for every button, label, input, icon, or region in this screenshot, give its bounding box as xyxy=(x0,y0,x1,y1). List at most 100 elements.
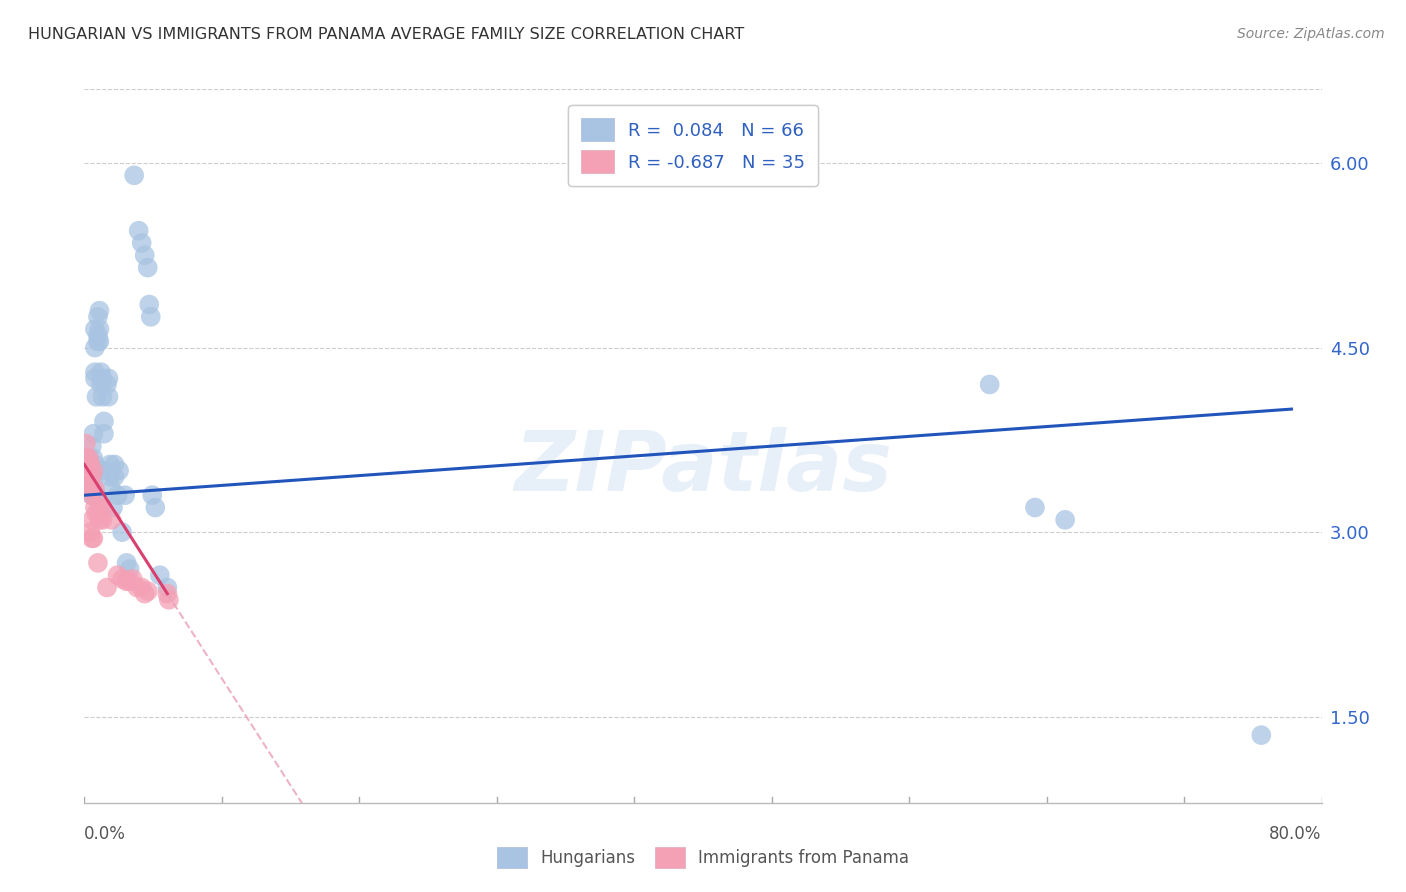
Point xyxy=(111,572,134,586)
Point xyxy=(89,334,111,349)
Point xyxy=(118,574,141,589)
Point xyxy=(82,464,104,478)
Point xyxy=(97,390,120,404)
Point xyxy=(80,439,103,453)
Point xyxy=(84,365,107,379)
Point xyxy=(96,581,118,595)
Point xyxy=(100,513,122,527)
Point xyxy=(79,482,101,496)
Point xyxy=(101,500,124,515)
Point xyxy=(979,377,1001,392)
Point xyxy=(84,322,107,336)
Point xyxy=(136,260,159,275)
Point xyxy=(82,464,104,478)
Point xyxy=(79,525,101,540)
Point xyxy=(131,235,153,250)
Point xyxy=(98,469,121,483)
Point xyxy=(86,488,108,502)
Point xyxy=(79,475,101,490)
Point xyxy=(77,475,100,490)
Point xyxy=(131,581,153,595)
Point xyxy=(76,458,98,472)
Text: HUNGARIAN VS IMMIGRANTS FROM PANAMA AVERAGE FAMILY SIZE CORRELATION CHART: HUNGARIAN VS IMMIGRANTS FROM PANAMA AVER… xyxy=(28,27,744,42)
Point xyxy=(93,426,115,441)
Point xyxy=(84,458,107,472)
Point xyxy=(87,328,110,343)
Point xyxy=(156,581,179,595)
Point xyxy=(149,568,172,582)
Point xyxy=(103,458,125,472)
Point xyxy=(89,500,111,515)
Point xyxy=(141,488,163,502)
Point xyxy=(122,169,145,183)
Point xyxy=(91,513,114,527)
Point xyxy=(118,562,141,576)
Point xyxy=(77,469,100,483)
Legend: R =  0.084   N = 66, R = -0.687   N = 35: R = 0.084 N = 66, R = -0.687 N = 35 xyxy=(568,105,818,186)
Point xyxy=(1024,500,1046,515)
Point xyxy=(84,371,107,385)
Point xyxy=(91,371,114,385)
Point xyxy=(80,488,103,502)
Point xyxy=(82,488,104,502)
Point xyxy=(114,488,136,502)
Point xyxy=(86,464,108,478)
Legend: Hungarians, Immigrants from Panama: Hungarians, Immigrants from Panama xyxy=(491,840,915,875)
Point xyxy=(82,426,104,441)
Point xyxy=(134,587,156,601)
Point xyxy=(115,574,138,589)
Point xyxy=(75,436,97,450)
Text: ZIPatlas: ZIPatlas xyxy=(515,427,891,508)
Point xyxy=(77,451,100,466)
Point xyxy=(80,482,103,496)
Point xyxy=(86,390,108,404)
Point xyxy=(79,464,101,478)
Point xyxy=(89,513,111,527)
Point xyxy=(107,568,129,582)
Point xyxy=(84,341,107,355)
Point xyxy=(84,482,107,496)
Text: 0.0%: 0.0% xyxy=(84,825,127,843)
Point xyxy=(90,365,112,379)
Point xyxy=(128,224,150,238)
Point xyxy=(96,377,118,392)
Point xyxy=(93,414,115,428)
Point xyxy=(76,451,98,466)
Point xyxy=(84,500,107,515)
Point xyxy=(156,587,179,601)
Point xyxy=(1054,513,1077,527)
Text: Source: ZipAtlas.com: Source: ZipAtlas.com xyxy=(1237,27,1385,41)
Point xyxy=(98,458,121,472)
Point xyxy=(115,556,138,570)
Point xyxy=(82,531,104,545)
Point xyxy=(79,458,101,472)
Point xyxy=(80,513,103,527)
Point xyxy=(127,581,149,595)
Point xyxy=(103,469,125,483)
Point xyxy=(77,451,100,466)
Point xyxy=(87,334,110,349)
Point xyxy=(89,322,111,336)
Point xyxy=(100,482,122,496)
Point xyxy=(91,390,114,404)
Point xyxy=(87,310,110,324)
Point xyxy=(97,371,120,385)
Point xyxy=(94,464,117,478)
Point xyxy=(136,584,159,599)
Point xyxy=(76,464,98,478)
Point xyxy=(1250,728,1272,742)
Point xyxy=(75,464,97,478)
Point xyxy=(138,297,160,311)
Point xyxy=(121,572,143,586)
Point xyxy=(86,507,108,521)
Point xyxy=(90,377,112,392)
Text: 80.0%: 80.0% xyxy=(1270,825,1322,843)
Point xyxy=(107,488,129,502)
Point xyxy=(143,500,166,515)
Point xyxy=(82,475,104,490)
Point xyxy=(91,500,114,515)
Point xyxy=(80,531,103,545)
Point xyxy=(80,469,103,483)
Point xyxy=(80,488,103,502)
Point xyxy=(80,464,103,478)
